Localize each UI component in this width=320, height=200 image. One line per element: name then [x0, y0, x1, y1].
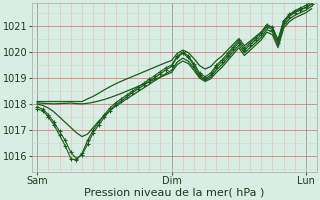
- X-axis label: Pression niveau de la mer( hPa ): Pression niveau de la mer( hPa ): [84, 187, 265, 197]
